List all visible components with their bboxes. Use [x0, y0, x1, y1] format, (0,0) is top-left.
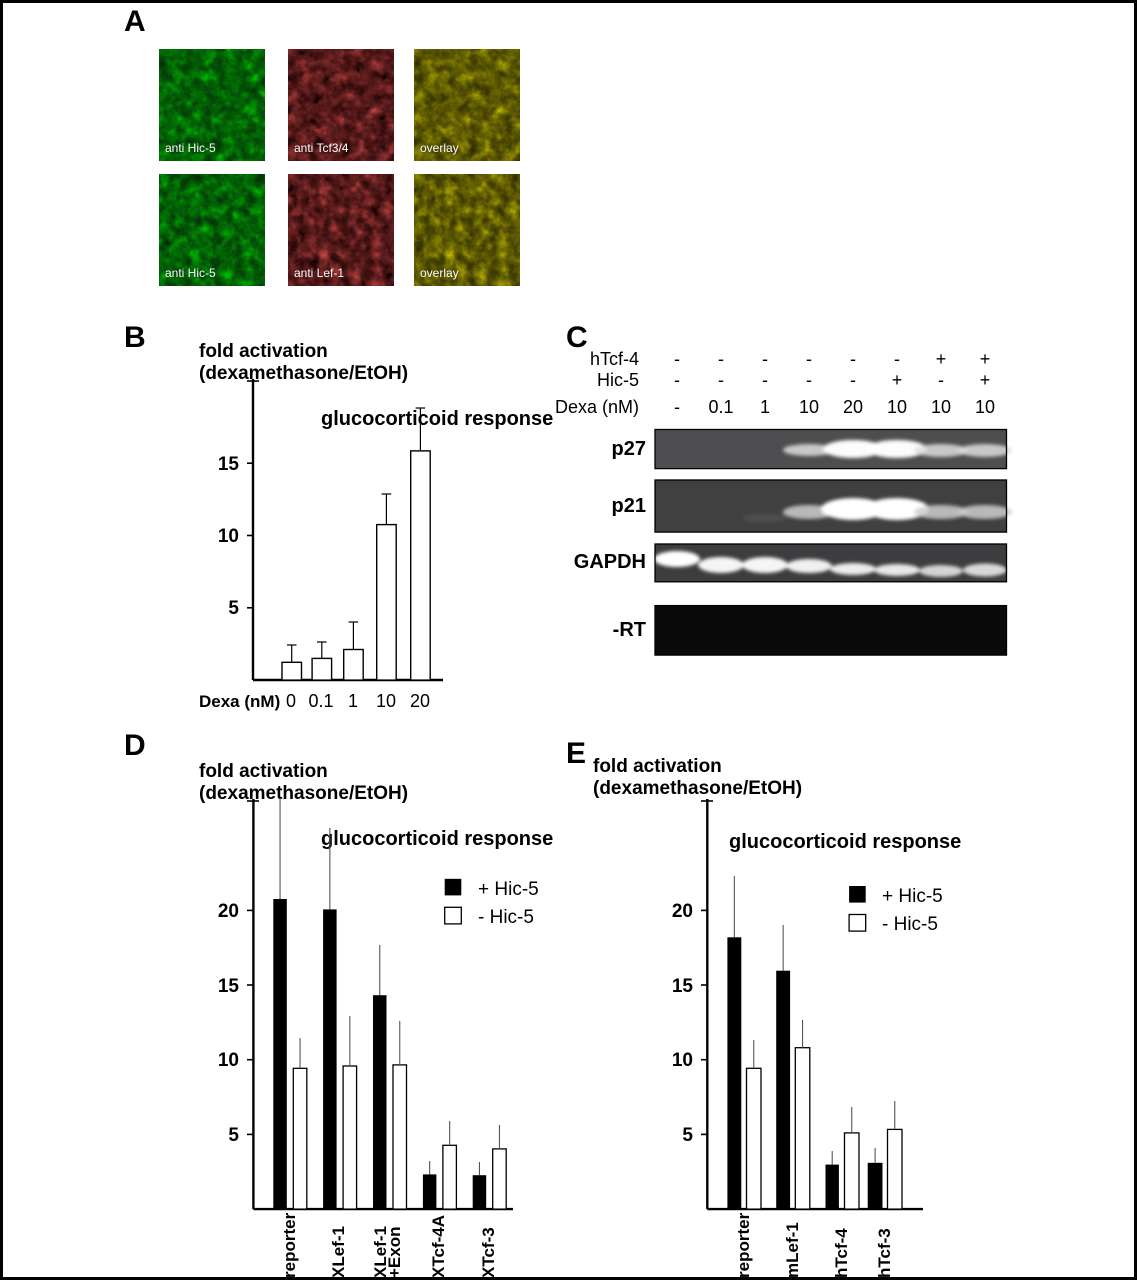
svg-text:- Hic-5: - Hic-5	[882, 914, 938, 935]
svg-text:reporter: reporter	[734, 1212, 753, 1278]
svg-text:10: 10	[672, 1050, 693, 1071]
svg-text:20: 20	[672, 901, 693, 922]
svg-text:hTcf-3: hTcf-3	[875, 1228, 894, 1278]
svg-text:15: 15	[672, 976, 694, 997]
svg-text:hTcf-4: hTcf-4	[832, 1228, 851, 1278]
svg-text:5: 5	[682, 1125, 693, 1146]
svg-text:+ Hic-5: + Hic-5	[882, 886, 943, 907]
svg-text:mLef-1: mLef-1	[783, 1222, 802, 1278]
